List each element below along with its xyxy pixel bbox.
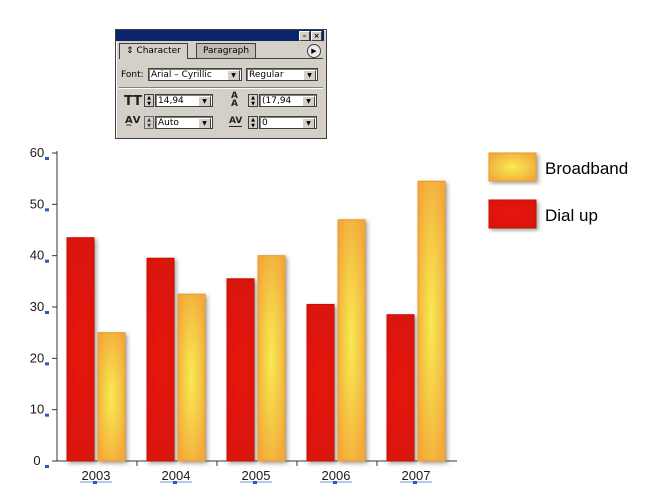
tab-character-label: Character xyxy=(136,46,181,56)
legend-label: Dial up xyxy=(545,206,598,225)
y-tick-label: 60 xyxy=(30,145,44,160)
kerning-value: Auto xyxy=(158,118,179,128)
font-family-select[interactable]: Arial – Cyrillic ▼ xyxy=(148,68,242,81)
y-tick-label: 10 xyxy=(30,402,44,417)
chevron-down-icon[interactable]: ▼ xyxy=(198,118,211,128)
font-family-value: Arial – Cyrillic xyxy=(151,70,212,80)
bar-dial-up xyxy=(306,303,335,462)
chevron-down-icon[interactable]: ▼ xyxy=(227,70,240,80)
text-anchor-marker xyxy=(45,413,49,417)
tab-character[interactable]: ⇕ Character xyxy=(119,43,188,59)
font-style-select[interactable]: Regular ▼ xyxy=(246,68,318,81)
character-palette: – × ⇕ Character Paragraph ▶ Font: Arial … xyxy=(115,29,327,139)
y-tick-label: 30 xyxy=(30,299,44,314)
palette-title-bar[interactable]: – × xyxy=(116,30,324,41)
x-tick-label: 2005 xyxy=(242,468,271,483)
text-anchor-marker xyxy=(413,481,417,484)
chevron-down-icon[interactable]: ▼ xyxy=(303,70,316,80)
text-anchor-marker xyxy=(173,481,177,484)
chevron-down-icon[interactable]: ▼ xyxy=(302,118,315,128)
kerning-stepper[interactable]: ▲ ▼ xyxy=(144,116,154,129)
bar-broadband xyxy=(97,332,126,462)
y-tick-label: 0 xyxy=(33,453,40,468)
text-anchor-marker xyxy=(45,259,49,263)
text-anchor-marker xyxy=(45,208,49,212)
tracking-value: 0 xyxy=(262,118,268,128)
bar-dial-up xyxy=(226,278,255,462)
y-tick-label: 50 xyxy=(30,196,44,211)
font-size-value: 14,94 xyxy=(158,96,184,106)
close-icon[interactable]: × xyxy=(311,31,322,41)
font-size-stepper[interactable]: ▲ ▼ xyxy=(144,94,154,107)
palette-tabs: ⇕ Character Paragraph ▶ xyxy=(119,43,323,59)
font-label: Font: xyxy=(121,70,144,80)
palette-menu-icon[interactable]: ▶ xyxy=(307,44,321,58)
tracking-stepper[interactable]: ▲ ▼ xyxy=(248,116,258,129)
palette-divider xyxy=(119,87,323,89)
tab-divider xyxy=(119,58,323,59)
kerning-icon: A̲V xyxy=(125,115,141,126)
x-tick-label: 2006 xyxy=(322,468,351,483)
chart-legend: Broadband Dial up xyxy=(488,152,628,229)
chart-bars xyxy=(66,180,446,462)
bar-broadband xyxy=(177,293,206,462)
chevron-down-icon[interactable]: ▼ xyxy=(302,96,315,106)
bar-dial-up xyxy=(146,257,175,462)
tracking-icon: AV xyxy=(229,116,243,127)
bar-broadband xyxy=(337,219,366,462)
chevron-down-icon[interactable]: ▼ xyxy=(198,96,211,106)
y-tick-label: 40 xyxy=(30,248,44,263)
text-anchor-marker xyxy=(45,157,49,160)
tab-paragraph-label: Paragraph xyxy=(203,46,250,56)
leading-stepper[interactable]: ▲ ▼ xyxy=(248,94,258,107)
x-tick-labels: 2003 2004 2005 2006 2007 xyxy=(80,468,432,484)
y-tick-label: 20 xyxy=(30,350,44,365)
x-tick-label: 2003 xyxy=(82,468,111,483)
bar-broadband xyxy=(257,255,286,462)
legend-label: Broadband xyxy=(545,159,628,178)
text-anchor-marker xyxy=(333,481,337,484)
legend-swatch-dial-up xyxy=(488,199,537,229)
tracking-field[interactable]: 0 ▼ xyxy=(259,116,317,129)
text-anchor-marker xyxy=(45,465,49,468)
legend-swatch-broadband xyxy=(488,152,537,182)
bar-dial-up xyxy=(66,237,95,462)
leading-value: (17,94 xyxy=(262,96,292,106)
text-anchor-marker xyxy=(45,362,49,366)
font-size-field[interactable]: 14,94 ▼ xyxy=(155,94,213,107)
text-anchor-marker xyxy=(253,481,257,484)
x-tick-label: 2004 xyxy=(162,468,191,483)
tab-arrows-icon: ⇕ xyxy=(126,46,134,56)
leading-field[interactable]: (17,94 ▼ xyxy=(259,94,317,107)
bar-dial-up xyxy=(386,314,415,462)
tab-paragraph[interactable]: Paragraph xyxy=(196,43,257,58)
text-anchor-marker xyxy=(93,481,97,484)
kerning-field[interactable]: Auto ▼ xyxy=(155,116,213,129)
font-size-icon: TT xyxy=(124,94,143,109)
x-tick-label: 2007 xyxy=(402,468,431,483)
font-style-value: Regular xyxy=(249,70,284,80)
bar-broadband xyxy=(417,180,446,462)
minimize-icon[interactable]: – xyxy=(299,31,310,41)
y-tick-labels: 0 10 20 30 40 50 60 xyxy=(30,145,49,468)
text-anchor-marker xyxy=(45,311,49,314)
